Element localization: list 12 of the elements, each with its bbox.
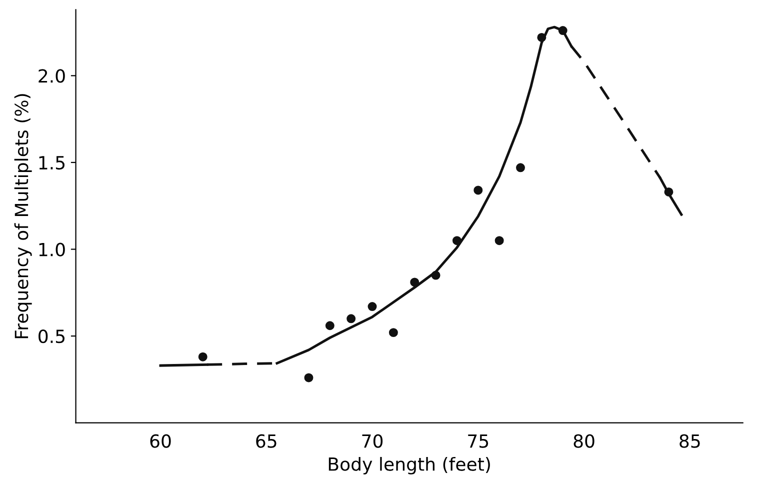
y-tick-label: 2.0 [38, 69, 65, 83]
x-axis-title: Body length (feet) [328, 456, 490, 474]
x-tick-label: 65 [256, 434, 276, 448]
x-tick-label: 70 [362, 434, 383, 448]
y-tick-label: 1.5 [39, 156, 64, 170]
y-tick-label: 0.5 [38, 329, 64, 344]
y-tick-label: 1.0 [39, 242, 65, 256]
x-tick-label: 60 [150, 434, 171, 448]
y-axis-title: Frequency of Multiplets (%) [14, 94, 32, 338]
x-tick-label: 80 [574, 434, 594, 448]
x-tick-label: 85 [680, 434, 700, 448]
x-tick-label: 75 [468, 434, 488, 448]
